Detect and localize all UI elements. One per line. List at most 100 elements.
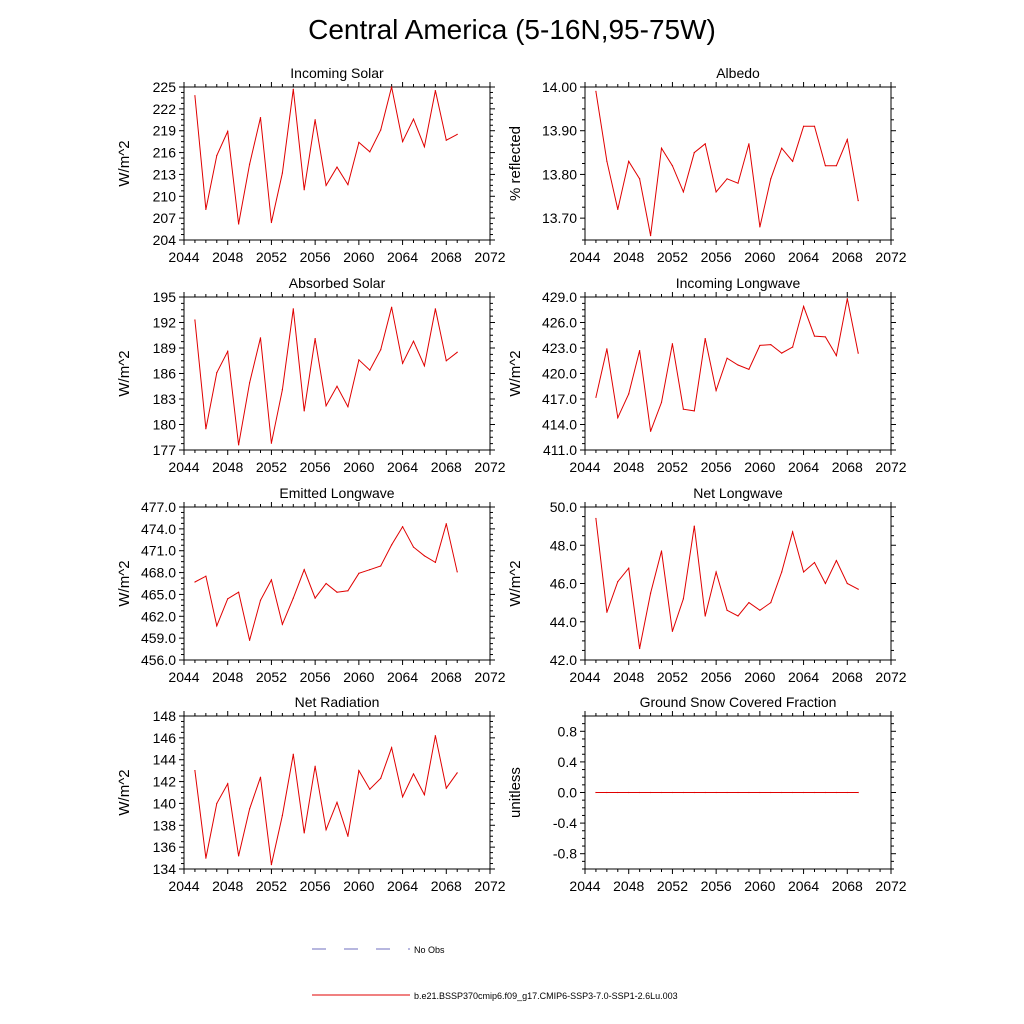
data-point xyxy=(303,569,305,571)
x-tick-label: 2060 xyxy=(744,669,775,685)
legend-label-no-obs: No Obs xyxy=(414,945,445,955)
y-tick-label: 42.0 xyxy=(550,652,577,668)
data-point xyxy=(617,791,619,794)
series-line xyxy=(194,86,458,225)
data-point xyxy=(238,855,240,857)
data-point xyxy=(813,335,816,337)
x-tick-label: 2064 xyxy=(387,249,418,265)
data-point xyxy=(835,165,837,167)
series-line xyxy=(194,735,458,865)
data-point xyxy=(380,129,382,131)
data-point xyxy=(628,567,630,569)
data-point xyxy=(671,165,674,167)
data-point xyxy=(391,544,393,546)
data-point xyxy=(391,86,393,88)
data-point xyxy=(292,88,294,90)
data-point xyxy=(270,221,273,224)
data-point xyxy=(704,338,706,340)
data-point xyxy=(781,571,783,573)
data-point xyxy=(748,143,750,145)
x-tick-label: 2060 xyxy=(744,459,775,475)
data-point xyxy=(303,832,305,834)
data-point xyxy=(759,609,761,611)
legend: No Obs b.e21.BSSP370cmip6.f09_g17.CMIP6-… xyxy=(312,945,678,1001)
data-point xyxy=(194,770,196,772)
x-tick-label: 2064 xyxy=(387,669,418,685)
data-point xyxy=(205,857,207,859)
x-tick-label: 2048 xyxy=(613,249,644,265)
data-point xyxy=(401,796,404,798)
x-tick-label: 2072 xyxy=(875,249,906,265)
data-point xyxy=(649,235,652,237)
y-tick-label: 183 xyxy=(153,391,177,407)
x-tick-label: 2056 xyxy=(300,878,331,894)
data-point xyxy=(835,791,837,794)
data-point xyxy=(248,382,251,384)
data-point xyxy=(857,200,859,202)
x-tick-label: 2044 xyxy=(569,459,600,475)
data-point xyxy=(835,559,837,562)
data-point xyxy=(259,599,262,601)
data-point xyxy=(358,141,360,143)
data-point xyxy=(682,791,684,794)
y-tick-label: 423.0 xyxy=(542,340,577,356)
data-point xyxy=(595,791,597,794)
data-point xyxy=(303,189,305,191)
x-tick-label: 2064 xyxy=(788,459,819,475)
data-point xyxy=(325,405,327,407)
x-tick-label: 2064 xyxy=(788,878,819,894)
data-point xyxy=(857,791,859,794)
data-point xyxy=(347,835,349,837)
x-tick-label: 2048 xyxy=(212,878,243,894)
data-point xyxy=(347,184,349,186)
data-point xyxy=(802,305,805,307)
x-tick-label: 2052 xyxy=(256,878,287,894)
y-tick-label: 195 xyxy=(153,289,177,305)
y-axis-label: W/m^2 xyxy=(507,560,524,606)
data-point xyxy=(606,160,608,162)
data-point xyxy=(824,791,827,794)
data-point xyxy=(423,365,426,367)
data-point xyxy=(314,338,316,340)
data-point xyxy=(205,208,207,210)
chart-panel-2: 2044 2048 2052 2056 2060 2064 2068 2072 177 180 18… xyxy=(116,275,506,475)
data-point xyxy=(737,791,739,794)
data-point xyxy=(445,360,447,362)
x-tick-label: 2056 xyxy=(300,459,331,475)
data-point xyxy=(292,308,294,310)
x-tick-label: 2072 xyxy=(474,249,505,265)
y-tick-label: 146 xyxy=(153,730,177,746)
data-point xyxy=(813,561,816,564)
data-point xyxy=(281,814,283,817)
data-point xyxy=(380,565,382,567)
y-tick-label: 189 xyxy=(153,340,177,356)
data-point xyxy=(369,151,371,153)
x-tick-label: 2072 xyxy=(875,459,906,475)
data-point xyxy=(456,571,458,573)
data-point xyxy=(401,362,404,364)
data-point xyxy=(325,829,327,831)
data-point xyxy=(628,393,630,395)
x-tick-label: 2064 xyxy=(387,459,418,475)
x-tick-label: 2052 xyxy=(657,878,688,894)
legend-label-model-run: b.e21.BSSP370cmip6.f09_g17.CMIP6-SSP3-7.… xyxy=(414,991,678,1001)
data-point xyxy=(259,776,262,778)
data-point xyxy=(238,223,240,225)
data-point xyxy=(248,163,251,165)
data-point xyxy=(726,357,728,359)
data-point xyxy=(792,531,794,533)
y-axis-label: W/m^2 xyxy=(116,769,133,815)
data-point xyxy=(369,569,371,571)
data-point xyxy=(802,571,805,573)
data-point xyxy=(227,598,229,600)
x-tick-label: 2056 xyxy=(300,669,331,685)
data-point xyxy=(205,428,207,430)
data-point xyxy=(270,579,273,581)
y-tick-label: 44.0 xyxy=(550,614,577,630)
x-tick-label: 2048 xyxy=(212,459,243,475)
data-point xyxy=(824,165,827,167)
data-point xyxy=(639,178,641,180)
data-point xyxy=(358,359,360,361)
data-point xyxy=(423,555,426,557)
data-point xyxy=(748,368,750,370)
